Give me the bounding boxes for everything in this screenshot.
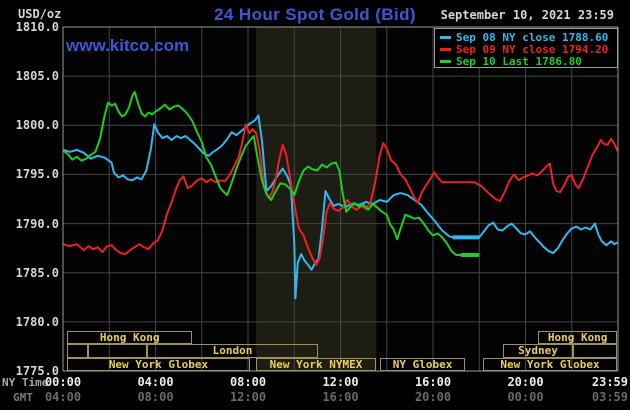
- series-line-1: [62, 123, 619, 266]
- x-axis-tick: 23:59: [591, 375, 628, 389]
- y-axis-tick: 1800.0: [15, 118, 59, 133]
- session-box: [66, 344, 88, 358]
- y-axis-tick: 1810.0: [15, 20, 59, 34]
- legend-item: Sep 09 NY close 1794.20: [440, 42, 617, 56]
- legend-item: Sep 08 NY close 1788.60: [440, 30, 617, 44]
- legend-label: Sep 10 Last 1786.80: [456, 54, 582, 68]
- legend-box: Sep 08 NY close 1788.60 Sep 09 NY close 1…: [434, 28, 618, 68]
- x-axis-tick: 16:00: [414, 375, 452, 389]
- x-axis-tick: 04:00: [44, 389, 82, 404]
- x-axis-tick: 00:00: [507, 389, 544, 404]
- legend-dash-icon: [440, 59, 451, 63]
- legend-label: Sep 08 NY close 1788.60: [456, 30, 609, 44]
- y-axis-tick: 1790.0: [15, 216, 59, 231]
- session-box-new-york-nymex: New York NYMEX: [256, 357, 376, 371]
- x-axis-tick: 12:00: [322, 375, 359, 389]
- legend-item: Sep 10 Last 1786.80: [440, 54, 617, 68]
- axis-row-label-ny-time: NY Time: [2, 376, 49, 389]
- x-axis-tick: 16:00: [322, 389, 359, 404]
- y-axis-tick: 1780.0: [15, 314, 59, 329]
- x-axis-tick: 08:00: [229, 375, 267, 389]
- axis-row-label-gmt: GMT: [13, 390, 33, 404]
- session-box-hong-kong: Hong Kong: [66, 331, 193, 345]
- session-box-london: London: [146, 344, 319, 358]
- legend-label: Sep 09 NY close 1794.20: [456, 42, 609, 56]
- y-axis-tick: 1775.0: [15, 364, 59, 378]
- series-line-2: [62, 90, 480, 256]
- session-box-new-york-globex: New York Globex: [482, 357, 618, 371]
- session-box: [572, 344, 618, 358]
- legend-dash-icon: [440, 47, 451, 51]
- y-axis-tick: 1785.0: [15, 265, 59, 280]
- x-axis-tick: 03:59: [591, 389, 628, 404]
- session-box: [87, 344, 147, 358]
- plot-frame: [62, 26, 619, 372]
- x-axis-tick: 12:00: [229, 389, 267, 404]
- session-box-hong-kong: Hong Kong: [538, 331, 618, 345]
- x-axis-tick: 08:00: [137, 389, 174, 404]
- x-axis-tick: 04:00: [137, 375, 174, 389]
- page-title: 24 Hour Spot Gold (Bid): [214, 5, 416, 24]
- x-axis-tick: 00:00: [44, 375, 82, 389]
- datetime-label: September 10, 2021 23:59: [440, 8, 614, 22]
- x-axis-tick: 20:00: [507, 375, 544, 389]
- y-axis-tick: 1805.0: [15, 69, 59, 84]
- legend-dash-icon: [440, 35, 451, 39]
- session-box-sydney: Sydney: [503, 344, 573, 358]
- kitco-watermark-link[interactable]: www.kitco.com: [66, 36, 190, 55]
- y-axis-tick: 1795.0: [15, 167, 59, 182]
- nymex-hours-shaded-band: [256, 27, 377, 371]
- unit-label: USD/oz: [18, 7, 62, 21]
- session-box-ny-globex: NY Globex: [379, 357, 466, 371]
- x-axis-tick: 20:00: [414, 389, 452, 404]
- session-box-new-york-globex: New York Globex: [66, 357, 251, 371]
